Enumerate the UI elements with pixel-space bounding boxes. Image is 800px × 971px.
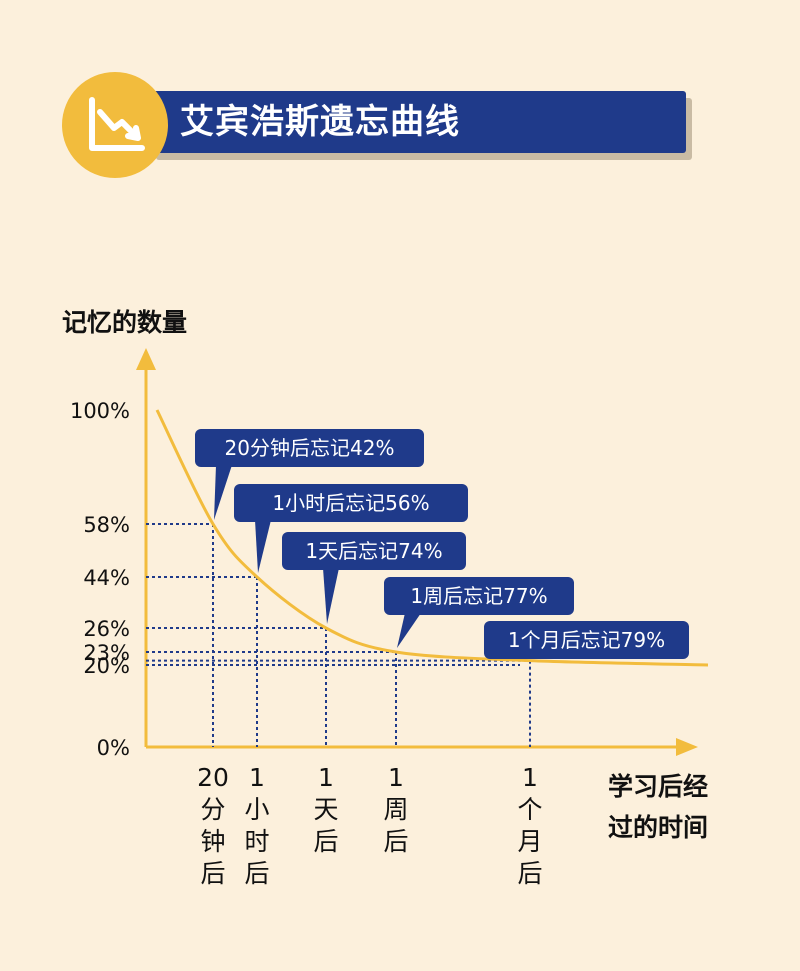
x-tick-label: 1 <box>522 763 538 792</box>
x-axis-arrow <box>676 738 698 756</box>
callout-box <box>234 484 468 522</box>
callout: 1个月后忘记79% <box>484 621 689 659</box>
callout-label: 1天后忘记74% <box>305 539 442 563</box>
x-tick-label: 时 <box>244 827 269 856</box>
y-tick-labels: 100% 58% 44% 26%23%20% 0% <box>70 399 130 760</box>
chart-trend-down-icon <box>62 72 168 178</box>
x-tick-label: 后 <box>517 859 542 888</box>
x-tick-label: 1 <box>249 763 265 792</box>
callout-label: 1个月后忘记79% <box>508 628 665 652</box>
x-tick-label: 小 <box>244 795 269 824</box>
x-tick-label: 天 <box>313 795 338 824</box>
callout-label: 20分钟后忘记42% <box>225 436 395 460</box>
y-tick-label: 23% <box>83 641 130 665</box>
callout-box <box>484 621 689 659</box>
y-tick-label: 20% <box>83 654 130 678</box>
y-tick-label: 26% <box>83 617 130 641</box>
guide-lines <box>146 523 531 747</box>
chart-axes <box>136 348 698 756</box>
x-tick-label: 月 <box>517 827 542 856</box>
y-tick-label: 0% <box>97 736 130 760</box>
page-title: 艾宾浩斯遗忘曲线 <box>180 102 460 142</box>
x-tick-label: 1 <box>318 763 334 792</box>
callout-box <box>282 532 466 570</box>
x-tick-label: 1 <box>388 763 404 792</box>
callout-pointer <box>323 568 339 624</box>
callout-box <box>384 577 574 615</box>
callout-label: 1周后忘记77% <box>410 584 547 608</box>
x-axis-label-line-1: 学习后经 <box>608 772 708 801</box>
x-tick-label: 后 <box>244 859 269 888</box>
callouts: 20分钟后忘记42% 1小时后忘记56% 1天后忘记74% 1周后忘记77% 1个月后忘… <box>195 429 689 659</box>
x-axis-label-line-2: 过的时间 <box>608 813 708 842</box>
y-axis-arrow <box>136 348 156 370</box>
x-tick-label: 个 <box>517 795 542 824</box>
y-axis-label: 记忆的数量 <box>62 308 187 337</box>
callout: 20分钟后忘记42% <box>195 429 424 520</box>
callout-pointer <box>255 520 271 573</box>
callout-label: 1小时后忘记56% <box>272 491 429 515</box>
x-tick-label: 后 <box>313 827 338 856</box>
x-tick-label: 周 <box>383 795 408 824</box>
title-banner <box>150 91 686 153</box>
retention-curve <box>155 409 709 667</box>
y-tick-label: 44% <box>83 566 130 590</box>
x-tick-label: 20 <box>197 763 229 792</box>
callout-pointer <box>214 465 232 520</box>
y-tick-label: 100% <box>70 399 130 423</box>
callout-pointer <box>397 613 421 648</box>
x-tick-label: 后 <box>383 827 408 856</box>
callout: 1小时后忘记56% <box>234 484 468 573</box>
x-tick-label: 钟 <box>200 827 225 856</box>
x-tick-label: 分 <box>200 795 225 824</box>
x-tick-label: 后 <box>200 859 225 888</box>
y-tick-label: 58% <box>83 513 130 537</box>
callout: 1天后忘记74% <box>282 532 466 624</box>
callout-box <box>195 429 424 467</box>
callout: 1周后忘记77% <box>384 577 574 648</box>
